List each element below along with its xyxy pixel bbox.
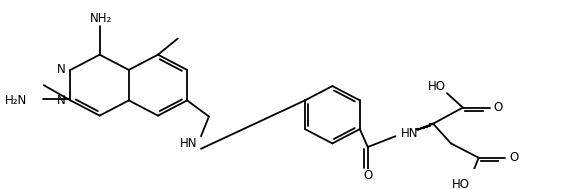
Text: N: N — [57, 94, 65, 107]
Text: HO: HO — [452, 178, 470, 189]
Text: HN: HN — [401, 127, 418, 140]
Text: O: O — [363, 169, 372, 182]
Text: H₂N: H₂N — [5, 94, 27, 107]
Text: HN: HN — [180, 137, 198, 150]
Text: N: N — [57, 64, 65, 76]
Text: O: O — [510, 151, 519, 164]
Text: HO: HO — [428, 80, 446, 93]
Text: NH₂: NH₂ — [90, 12, 112, 25]
Text: O: O — [494, 101, 503, 114]
